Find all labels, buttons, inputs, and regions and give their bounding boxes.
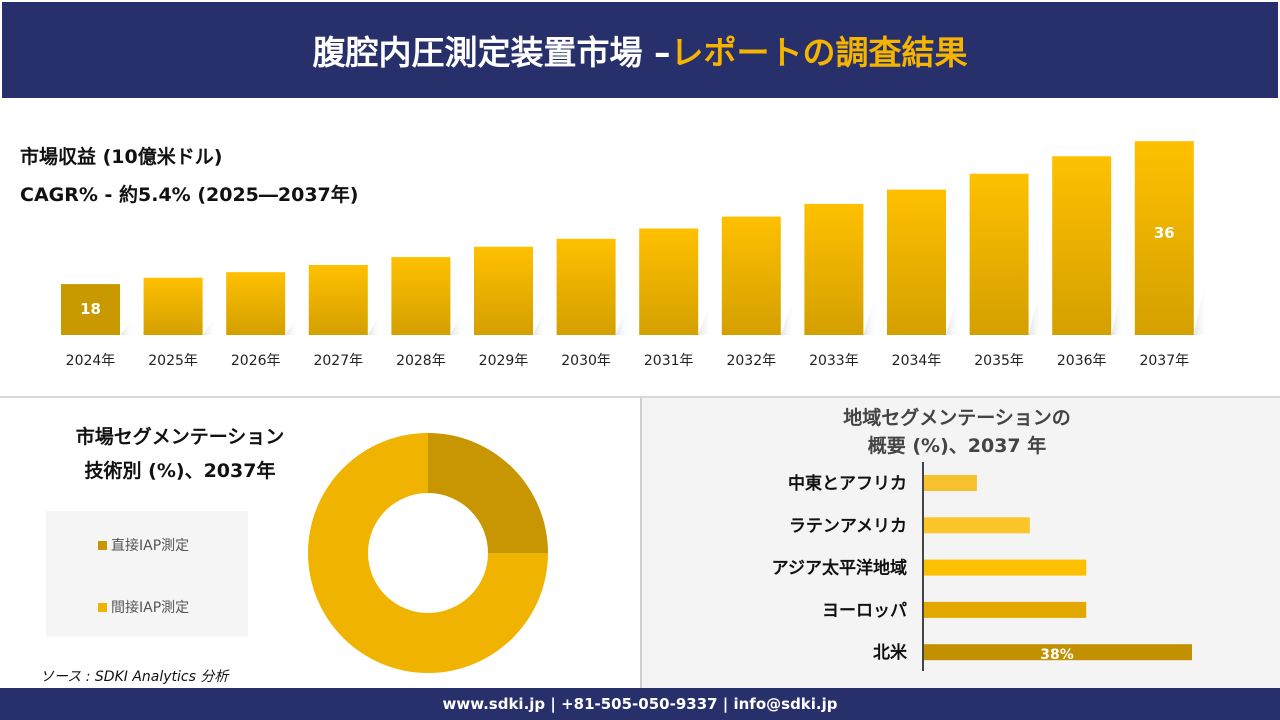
x-tick-label: 2026年 [231, 353, 281, 369]
bar-shadow [367, 310, 382, 335]
segment-title-line2: 技術別 (%)、2037年 [84, 460, 276, 482]
bar-2037年 [1134, 141, 1194, 335]
bar-2033年 [804, 203, 864, 335]
bar-2032年 [721, 216, 781, 335]
bar-shadow [285, 313, 300, 335]
bar-2031年 [639, 228, 699, 335]
region-bar [924, 644, 1192, 661]
x-tick-label: 2028年 [396, 353, 446, 369]
divider [0, 396, 1280, 398]
region-bar [924, 601, 1087, 618]
x-tick-label: 2036年 [1057, 353, 1107, 369]
bar-shadow [780, 293, 795, 335]
bar-2034年 [887, 189, 946, 335]
x-tick-label: 2034年 [892, 353, 942, 369]
page-header: 腹腔内圧測定装置市場 – レポートの調査結果 [0, 0, 1280, 100]
bar-shadow [533, 304, 547, 335]
bar-2029年 [474, 246, 533, 335]
bar-2025年 [143, 277, 203, 335]
bar-2026年 [226, 272, 286, 335]
x-tick-label: 2035年 [974, 353, 1024, 369]
legend-swatch [98, 602, 107, 612]
bar-2036年 [1052, 156, 1112, 335]
legend-label: 直接IAP測定 [111, 538, 190, 554]
bar-shadow [120, 317, 134, 335]
x-tick-label: 2025年 [148, 353, 198, 369]
region-title: 地域セグメンテーションの 概要 (%)、2037 年 [642, 404, 1280, 460]
bar-shadow [863, 289, 878, 335]
legend-label: 間接IAP測定 [111, 600, 190, 616]
bar-2027年 [308, 265, 368, 335]
region-label: アジア太平洋地域 [772, 558, 907, 579]
donut-legend: 直接IAP測定 間接IAP測定 [46, 511, 248, 637]
legend-item-direct: 直接IAP測定 [98, 535, 189, 555]
x-tick-label: 2031年 [644, 353, 694, 369]
x-tick-label: 2029年 [479, 353, 529, 369]
bar-shadow [1111, 272, 1126, 335]
segment-title-line1: 市場セグメンテーション [75, 426, 285, 448]
bar-shadow [450, 307, 465, 335]
bar-shadow [698, 297, 713, 335]
bar-2024年 [61, 284, 120, 335]
x-tick-label: 2033年 [809, 353, 859, 369]
cagr-label: CAGR% - 約5.4% (2025―2037年) [20, 184, 359, 206]
data-label: 18 [80, 300, 101, 318]
x-tick-label: 2030年 [561, 353, 611, 369]
title-accent: レポートの調査結果 [670, 33, 968, 72]
bar-shadow [615, 301, 630, 335]
segment-title: 市場セグメンテーション 技術別 (%)、2037年 [30, 420, 330, 488]
region-label: ヨーロッパ [822, 601, 907, 621]
data-label: 36 [1154, 224, 1175, 242]
technology-donut-chart [308, 433, 548, 673]
region-label: ラテンアメリカ [789, 516, 907, 536]
bar-shadow [202, 314, 217, 335]
x-tick-label: 2032年 [726, 353, 776, 369]
region-bar [924, 475, 977, 491]
chart-title: 市場収益 (10億米ドル) [20, 146, 223, 168]
footer-contact: www.sdki.jp | +81-505-050-9337 | info@sd… [0, 688, 1280, 720]
x-tick-label: 2037年 [1139, 353, 1189, 369]
region-label: 中東とアフリカ [788, 473, 907, 494]
bar-shadow [1028, 278, 1043, 335]
region-bar [924, 517, 1030, 534]
x-tick-label: 2024年 [66, 353, 116, 369]
legend-swatch [98, 540, 107, 550]
donut-slice-indirect [308, 433, 548, 673]
data-label: 38% [1040, 647, 1074, 663]
bar-2035年 [969, 173, 1029, 335]
source-note: ソース : SDKI Analytics 分析 [40, 669, 229, 685]
bar-shadow [1193, 267, 1208, 335]
region-panel: 中東とアフリカ ラテンアメリカアジア太平洋地域ヨーロッパ北米 38% 地域セグメンテ… [640, 398, 1280, 688]
bar-2028年 [391, 257, 451, 335]
title-main: 腹腔内圧測定装置市場 – [312, 33, 671, 72]
bar-shadow [946, 284, 960, 335]
revenue-bar-chart: 2024年 18 2025年 2026年 2027年 2028年 2029年 2030年 203… [61, 141, 1208, 369]
x-tick-label: 2027年 [313, 353, 363, 369]
donut-slice-direct [428, 433, 548, 553]
region-bar [924, 559, 1087, 576]
region-title-line1: 地域セグメンテーションの [843, 407, 1071, 429]
legend-item-indirect: 間接IAP測定 [98, 597, 189, 617]
region-label: 北米 [873, 642, 908, 663]
region-title-line2: 概要 (%)、2037 年 [867, 435, 1047, 457]
bar-2030年 [556, 238, 616, 335]
revenue-chart-header: 市場収益 (10億米ドル) CAGR% - 約5.4% (2025―2037年) [20, 138, 358, 214]
